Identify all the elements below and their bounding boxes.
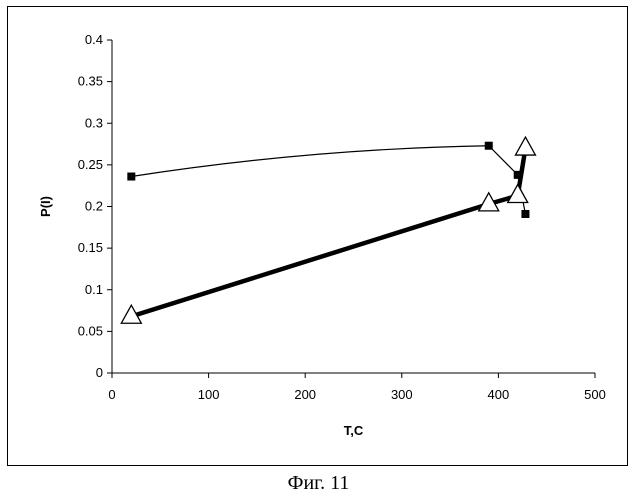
y-tick-label: 0.25 <box>78 157 103 172</box>
y-tick-label: 0.1 <box>85 282 103 297</box>
y-tick-label: 0.05 <box>78 323 103 338</box>
figure-caption: Фиг. 11 <box>0 472 637 495</box>
y-axis-title: P(I) <box>38 196 53 217</box>
y-tick-label: 0.3 <box>85 115 103 130</box>
series-1-point <box>515 137 535 155</box>
y-tick-label: 0.4 <box>85 32 103 47</box>
series-0-point <box>127 173 135 181</box>
series-1-line <box>131 148 525 316</box>
x-tick-label: 400 <box>488 387 510 402</box>
y-tick-label: 0.35 <box>78 74 103 89</box>
y-tick-label: 0 <box>96 365 103 380</box>
y-tick-label: 0.15 <box>78 240 103 255</box>
series-0-point <box>521 210 529 218</box>
series-0-line <box>131 146 525 214</box>
x-tick-label: 100 <box>198 387 220 402</box>
x-axis-title: T,C <box>344 423 364 438</box>
axes <box>112 40 595 373</box>
x-tick-label: 500 <box>584 387 606 402</box>
x-tick-label: 0 <box>108 387 115 402</box>
series-layer <box>121 137 535 323</box>
y-ticks: 0 0.05 0.1 0.15 0.2 0.25 0.3 0.35 0.4 <box>78 32 112 380</box>
x-tick-label: 200 <box>294 387 316 402</box>
x-ticks: 0 100 200 300 400 500 <box>108 373 605 402</box>
series-1-point <box>508 185 528 203</box>
chart: 0 0.05 0.1 0.15 0.2 0.25 0.3 0.35 0.4 0 100 200 300… <box>0 0 637 470</box>
series-0-point <box>485 142 493 150</box>
y-tick-label: 0.2 <box>85 199 103 214</box>
x-tick-label: 300 <box>391 387 413 402</box>
